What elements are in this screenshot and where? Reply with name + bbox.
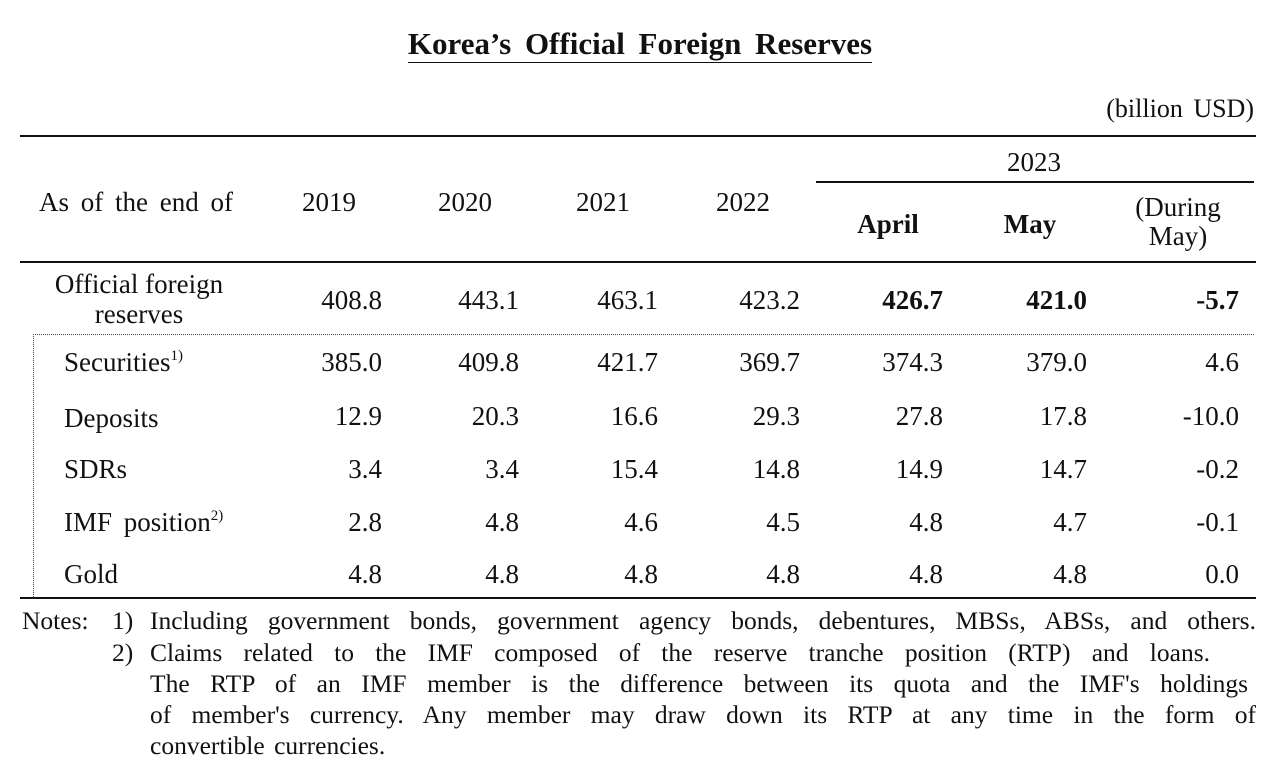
total-label-2: reserves [94, 299, 184, 329]
header-year-2021: 2021 [576, 187, 630, 217]
note-2-line-3: of member's currency. Any member may dra… [150, 700, 1256, 729]
gold-2022: 4.8 [766, 559, 800, 589]
gold-may: 4.8 [1053, 559, 1087, 589]
deposits-2019: 12.9 [334, 401, 382, 431]
row-label-deposits: Deposits [64, 403, 159, 433]
deposits-during-may: -10.0 [1182, 401, 1239, 431]
header-year-2019: 2019 [302, 187, 356, 217]
gold-during-may: 0.0 [1205, 559, 1239, 589]
row-label-gold: Gold [64, 559, 118, 589]
total-2020: 443.1 [458, 285, 519, 315]
securities-2022: 369.7 [739, 347, 800, 377]
row-label-securities: Securities1) [64, 347, 183, 377]
securities-april: 374.3 [882, 347, 943, 377]
sdrs-during-may: -0.2 [1196, 454, 1239, 484]
deposits-2021: 16.6 [610, 401, 658, 431]
total-may: 421.0 [1026, 285, 1087, 315]
header-group-2023: 2023 [1007, 147, 1061, 177]
total-label-1: Official foreign [54, 269, 224, 299]
row-label-imf-position: IMF position2) [64, 507, 224, 537]
sdrs-may: 14.7 [1039, 454, 1087, 484]
gold-2021: 4.8 [624, 559, 658, 589]
securities-during-may: 4.6 [1205, 347, 1239, 377]
imf-2020: 4.8 [485, 507, 519, 537]
sdrs-2021: 15.4 [610, 454, 658, 484]
group-2023-rule [816, 181, 1254, 183]
imf-2021: 4.6 [624, 507, 658, 537]
note-2-line-4: convertible currencies. [150, 731, 386, 760]
header-may: May [1003, 209, 1057, 239]
header-april: April [857, 209, 919, 239]
page-title: Korea’s Official Foreign Reserves [407, 26, 873, 63]
notes-prefix: Notes: [22, 606, 89, 635]
gold-april: 4.8 [909, 559, 943, 589]
detail-left-border [33, 334, 34, 597]
deposits-2020: 20.3 [471, 401, 519, 431]
gold-2020: 4.8 [485, 559, 519, 589]
header-during-may-1: (During [1135, 192, 1221, 222]
header-bottom-rule [20, 261, 1256, 263]
total-2019: 408.8 [321, 285, 382, 315]
table-bottom-rule [20, 597, 1256, 599]
securities-2021: 421.7 [597, 347, 658, 377]
sdrs-2019: 3.4 [348, 454, 382, 484]
total-during-may: -5.7 [1196, 285, 1239, 315]
imf-during-may: -0.1 [1196, 507, 1239, 537]
header-year-2020: 2020 [438, 187, 492, 217]
footnote-ref-2: 2) [210, 508, 224, 524]
sdrs-2020: 3.4 [485, 454, 519, 484]
securities-2019: 385.0 [321, 347, 382, 377]
deposits-may: 17.8 [1039, 401, 1087, 431]
gold-2019: 4.8 [348, 559, 382, 589]
total-divider [33, 334, 1254, 335]
table-top-rule [20, 135, 1256, 137]
sdrs-2022: 14.8 [752, 454, 800, 484]
deposits-2022: 29.3 [752, 401, 800, 431]
total-2022: 423.2 [739, 285, 800, 315]
deposits-april: 27.8 [895, 401, 943, 431]
note-1-text: Including government bonds, government a… [150, 606, 1256, 635]
header-year-2022: 2022 [716, 187, 770, 217]
header-during-may-2: May) [1148, 221, 1208, 251]
header-row-label: As of the end of [39, 187, 233, 217]
note-1-number: 1) [112, 606, 134, 635]
imf-may: 4.7 [1053, 507, 1087, 537]
securities-2020: 409.8 [458, 347, 519, 377]
total-2021: 463.1 [597, 285, 658, 315]
unit-label: (billion USD) [1106, 94, 1254, 123]
footnote-ref-1: 1) [170, 348, 183, 364]
imf-2022: 4.5 [766, 507, 800, 537]
row-label-sdrs: SDRs [64, 454, 128, 484]
imf-april: 4.8 [909, 507, 943, 537]
note-2-line-1: Claims related to the IMF composed of th… [150, 638, 1210, 667]
note-2-line-2: The RTP of an IMF member is the differen… [150, 669, 1248, 698]
total-april: 426.7 [882, 285, 943, 315]
imf-2019: 2.8 [348, 507, 382, 537]
sdrs-april: 14.9 [895, 454, 943, 484]
securities-may: 379.0 [1026, 347, 1087, 377]
note-2-number: 2) [112, 638, 134, 667]
